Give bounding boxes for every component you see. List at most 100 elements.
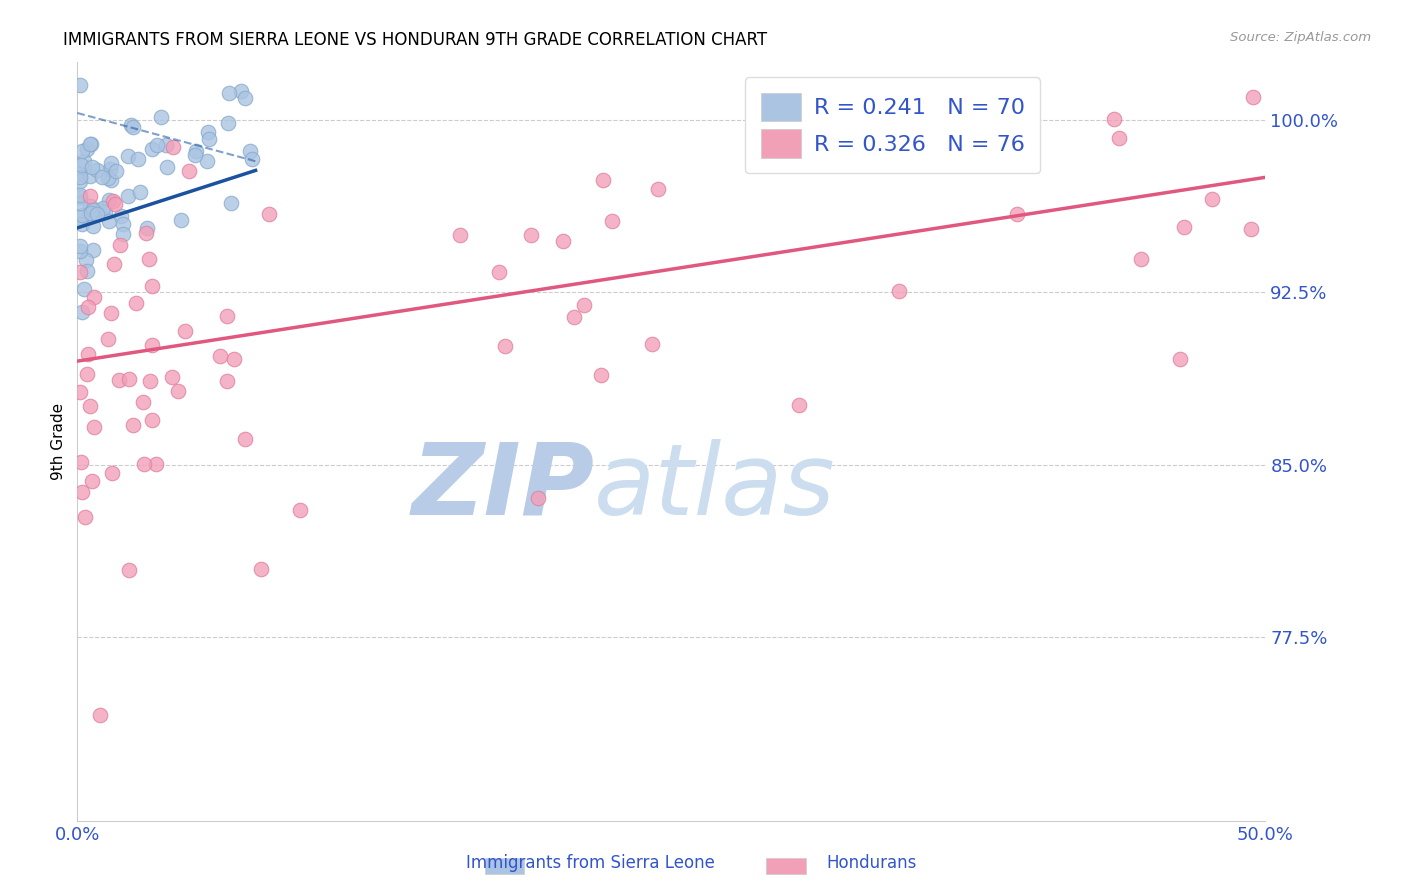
Point bbox=[889, 137, 911, 152]
Point bbox=[112, 217, 135, 231]
Point bbox=[259, 207, 281, 221]
Legend: R = 0.241   N = 70, R = 0.326   N = 76: R = 0.241 N = 70, R = 0.326 N = 76 bbox=[745, 78, 1040, 173]
Point bbox=[762, 90, 785, 104]
Point bbox=[122, 120, 145, 135]
Point bbox=[70, 208, 93, 222]
Point bbox=[527, 491, 550, 505]
Point bbox=[70, 455, 93, 469]
Point bbox=[125, 296, 148, 310]
Point bbox=[141, 279, 163, 293]
Point bbox=[494, 338, 516, 352]
Point bbox=[1130, 252, 1153, 267]
Point bbox=[488, 265, 510, 279]
Point bbox=[82, 475, 104, 489]
Point bbox=[118, 563, 141, 577]
Point bbox=[135, 226, 157, 240]
Point bbox=[233, 432, 256, 446]
Point bbox=[87, 203, 110, 218]
Point bbox=[145, 457, 167, 471]
Point bbox=[100, 466, 122, 480]
Point bbox=[69, 265, 91, 279]
Point bbox=[69, 238, 91, 252]
Point bbox=[86, 207, 108, 221]
Point bbox=[1168, 352, 1191, 367]
Point bbox=[173, 324, 195, 338]
Point bbox=[91, 170, 114, 185]
Point bbox=[217, 115, 239, 129]
Point bbox=[589, 368, 612, 382]
Point bbox=[69, 170, 91, 185]
Point bbox=[647, 182, 669, 196]
Point bbox=[76, 367, 98, 381]
Point bbox=[1102, 112, 1125, 126]
Point bbox=[231, 84, 253, 98]
Point bbox=[162, 139, 184, 153]
Text: Immigrants from Sierra Leone: Immigrants from Sierra Leone bbox=[465, 855, 716, 872]
Point bbox=[1201, 192, 1223, 206]
Point bbox=[82, 219, 104, 233]
Point bbox=[141, 142, 163, 156]
Point bbox=[1241, 90, 1264, 104]
Point bbox=[82, 243, 104, 257]
Point bbox=[100, 156, 122, 170]
Point bbox=[69, 158, 91, 172]
Point bbox=[779, 90, 801, 104]
Text: Source: ZipAtlas.com: Source: ZipAtlas.com bbox=[1230, 31, 1371, 45]
Text: atlas: atlas bbox=[595, 439, 835, 535]
Point bbox=[572, 298, 595, 312]
Point bbox=[79, 199, 101, 213]
Point bbox=[89, 707, 111, 722]
Point bbox=[1240, 222, 1263, 236]
Point bbox=[127, 152, 149, 166]
Point bbox=[69, 210, 91, 224]
Point bbox=[184, 144, 207, 158]
Point bbox=[97, 171, 120, 186]
Point bbox=[69, 244, 91, 258]
Point bbox=[162, 370, 184, 384]
Point bbox=[215, 374, 238, 388]
Point bbox=[83, 420, 105, 434]
Y-axis label: 9th Grade: 9th Grade bbox=[51, 403, 66, 480]
Point bbox=[72, 304, 94, 318]
Point bbox=[100, 172, 122, 186]
Point bbox=[100, 305, 122, 319]
Point bbox=[177, 164, 200, 178]
Point bbox=[69, 189, 91, 203]
Text: IMMIGRANTS FROM SIERRA LEONE VS HONDURAN 9TH GRADE CORRELATION CHART: IMMIGRANTS FROM SIERRA LEONE VS HONDURAN… bbox=[63, 31, 768, 49]
Point bbox=[146, 137, 169, 152]
Point bbox=[787, 398, 810, 412]
Point bbox=[936, 90, 959, 104]
Point bbox=[79, 169, 101, 183]
Point bbox=[70, 144, 93, 158]
Point bbox=[79, 136, 101, 151]
Point bbox=[70, 217, 93, 231]
Point bbox=[135, 220, 157, 235]
Point bbox=[184, 147, 207, 161]
Point bbox=[117, 149, 139, 163]
Point bbox=[83, 290, 105, 304]
Point bbox=[250, 562, 273, 576]
Point bbox=[97, 332, 120, 346]
Point bbox=[1108, 131, 1130, 145]
Point bbox=[103, 257, 125, 271]
Point bbox=[73, 154, 96, 169]
Point bbox=[77, 347, 100, 361]
Point bbox=[1173, 219, 1195, 234]
Point bbox=[80, 137, 103, 152]
Point bbox=[108, 237, 131, 252]
Point bbox=[141, 413, 163, 427]
Point bbox=[103, 196, 125, 211]
Point bbox=[215, 309, 238, 323]
Point bbox=[138, 252, 160, 267]
Point bbox=[520, 227, 543, 242]
Point bbox=[101, 194, 124, 208]
Point bbox=[98, 214, 121, 228]
Point bbox=[72, 484, 94, 499]
Point bbox=[222, 352, 245, 367]
Point bbox=[94, 205, 117, 219]
Point bbox=[167, 384, 190, 398]
Point bbox=[218, 86, 240, 100]
Point bbox=[110, 209, 132, 223]
Point bbox=[600, 214, 623, 228]
Point bbox=[117, 189, 139, 203]
